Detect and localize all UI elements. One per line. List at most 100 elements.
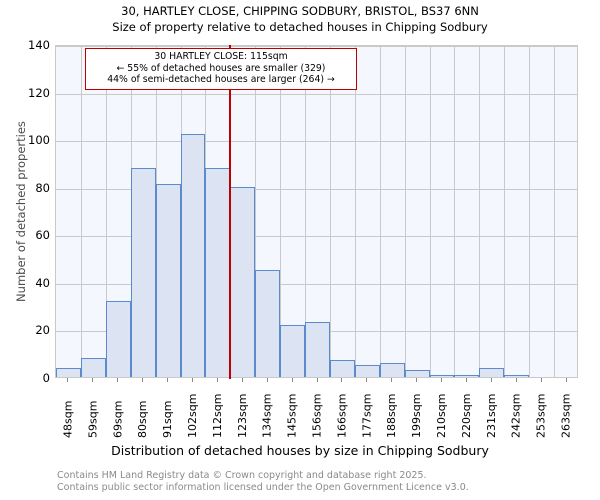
histogram-bar — [404, 369, 430, 377]
x-tickmark — [515, 378, 517, 382]
gridline-horizontal — [56, 283, 577, 285]
x-tickmark — [540, 378, 542, 382]
x-tickmark — [316, 378, 318, 382]
x-tick-label: 123sqm — [235, 393, 249, 438]
x-tickmark — [142, 378, 144, 382]
histogram-bar — [56, 367, 81, 377]
x-tickmark — [191, 378, 193, 382]
gridline-vertical — [379, 46, 381, 377]
gridline-vertical — [454, 46, 456, 377]
histogram-bar — [280, 324, 306, 377]
gridline-vertical — [255, 46, 257, 377]
y-tick-label: 60 — [35, 228, 50, 243]
x-tick-label: 48sqm — [61, 400, 75, 438]
gridline-vertical — [504, 46, 506, 377]
gridline-horizontal — [56, 188, 577, 190]
x-tickmark — [291, 378, 293, 382]
x-axis-ticks: 48sqm 59sqm 69sqm 80sqm 91sqm 102sqm 112sqm 123… — [0, 382, 600, 440]
x-tick-label: 112sqm — [210, 393, 224, 438]
annotation-line-3: 44% of semi-detached houses are larger (… — [107, 74, 335, 85]
x-tickmark — [441, 378, 443, 382]
x-tickmark — [465, 378, 467, 382]
x-tick-label: 102sqm — [185, 393, 199, 438]
histogram-bar — [379, 362, 405, 377]
y-tick-label: 80 — [35, 180, 50, 195]
x-tick-label: 91sqm — [161, 400, 175, 438]
y-tick-label: 0 — [42, 371, 50, 385]
histogram-bar — [255, 269, 281, 377]
footer-attribution: Contains HM Land Registry data © Crown c… — [57, 470, 469, 493]
histogram-bar — [329, 360, 355, 377]
x-tick-label: 177sqm — [360, 393, 374, 438]
x-tick-label: 156sqm — [310, 393, 324, 438]
plot-inner — [56, 45, 577, 379]
y-axis-ticks: 0 20 40 60 80 100 120 140 — [0, 0, 50, 500]
histogram-bar — [504, 374, 530, 377]
gridline-horizontal — [56, 46, 577, 47]
x-tickmark — [216, 378, 218, 382]
histogram-bar — [180, 134, 206, 377]
y-tick-label: 100 — [28, 133, 50, 148]
gridline-vertical — [479, 46, 481, 377]
histogram-bar — [155, 184, 181, 377]
gridline-vertical — [429, 46, 431, 377]
gridline-horizontal — [56, 141, 577, 143]
histogram-bar — [80, 357, 106, 377]
x-tick-label: 134sqm — [260, 393, 274, 438]
x-tickmark — [391, 378, 393, 382]
y-tick-label: 120 — [28, 85, 50, 100]
x-tickmark — [167, 378, 169, 382]
x-axis-title: Distribution of detached houses by size … — [111, 443, 489, 458]
x-tick-label: 80sqm — [136, 400, 150, 438]
x-tick-label: 210sqm — [435, 393, 449, 438]
plot-area — [55, 45, 578, 379]
x-tickmark — [341, 378, 343, 382]
footer-line-2: Contains public sector information licen… — [57, 481, 469, 493]
x-tickmark — [92, 378, 94, 382]
annotation-line-1: 30 HARTLEY CLOSE: 115sqm — [154, 51, 288, 62]
footer-line-1: Contains HM Land Registry data © Crown c… — [57, 470, 427, 481]
gridline-vertical — [354, 46, 356, 377]
property-annotation-box: 30 HARTLEY CLOSE: 115sqm ← 55% of detache… — [85, 48, 357, 90]
x-tick-label: 231sqm — [484, 393, 498, 438]
histogram-bar — [105, 300, 131, 377]
histogram-bar — [354, 365, 380, 377]
property-marker-line — [229, 45, 232, 379]
x-tick-label: 220sqm — [459, 393, 473, 438]
chart-title-block: 30, HARTLEY CLOSE, CHIPPING SODBURY, BRI… — [0, 3, 600, 35]
histogram-bar — [205, 167, 231, 377]
x-tick-label: 69sqm — [111, 400, 125, 438]
annotation-line-2: ← 55% of detached houses are smaller (32… — [116, 62, 326, 74]
histogram-bar — [429, 374, 455, 377]
x-tick-label: 263sqm — [559, 393, 573, 438]
x-tickmark — [266, 378, 268, 382]
gridline-vertical — [554, 46, 556, 377]
gridline-vertical — [280, 46, 282, 377]
histogram-bar — [454, 374, 480, 377]
y-axis-title: Number of detached properties — [14, 121, 28, 302]
x-tick-label: 199sqm — [410, 393, 424, 438]
x-tick-label: 242sqm — [509, 393, 523, 438]
x-tickmark — [565, 378, 567, 382]
x-tickmark — [366, 378, 368, 382]
histogram-bar — [305, 322, 330, 377]
gridline-vertical — [105, 46, 107, 377]
gridline-vertical — [305, 46, 307, 377]
x-tick-label: 188sqm — [385, 393, 399, 438]
histogram-bar — [130, 167, 156, 377]
histogram-bar — [230, 186, 256, 377]
x-tick-label: 166sqm — [335, 393, 349, 438]
y-tick-label: 40 — [35, 275, 50, 290]
x-tickmark — [117, 378, 119, 382]
x-tick-label: 145sqm — [285, 393, 299, 438]
x-tickmark — [490, 378, 492, 382]
gridline-vertical — [80, 46, 82, 377]
x-tick-label: 253sqm — [534, 393, 548, 438]
gridline-vertical — [404, 46, 406, 377]
histogram-bar — [479, 367, 505, 377]
x-tickmark — [241, 378, 243, 382]
gridline-horizontal — [56, 93, 577, 95]
y-tick-label: 20 — [35, 323, 50, 338]
x-tick-label: 59sqm — [86, 400, 100, 438]
x-tickmark — [416, 378, 418, 382]
